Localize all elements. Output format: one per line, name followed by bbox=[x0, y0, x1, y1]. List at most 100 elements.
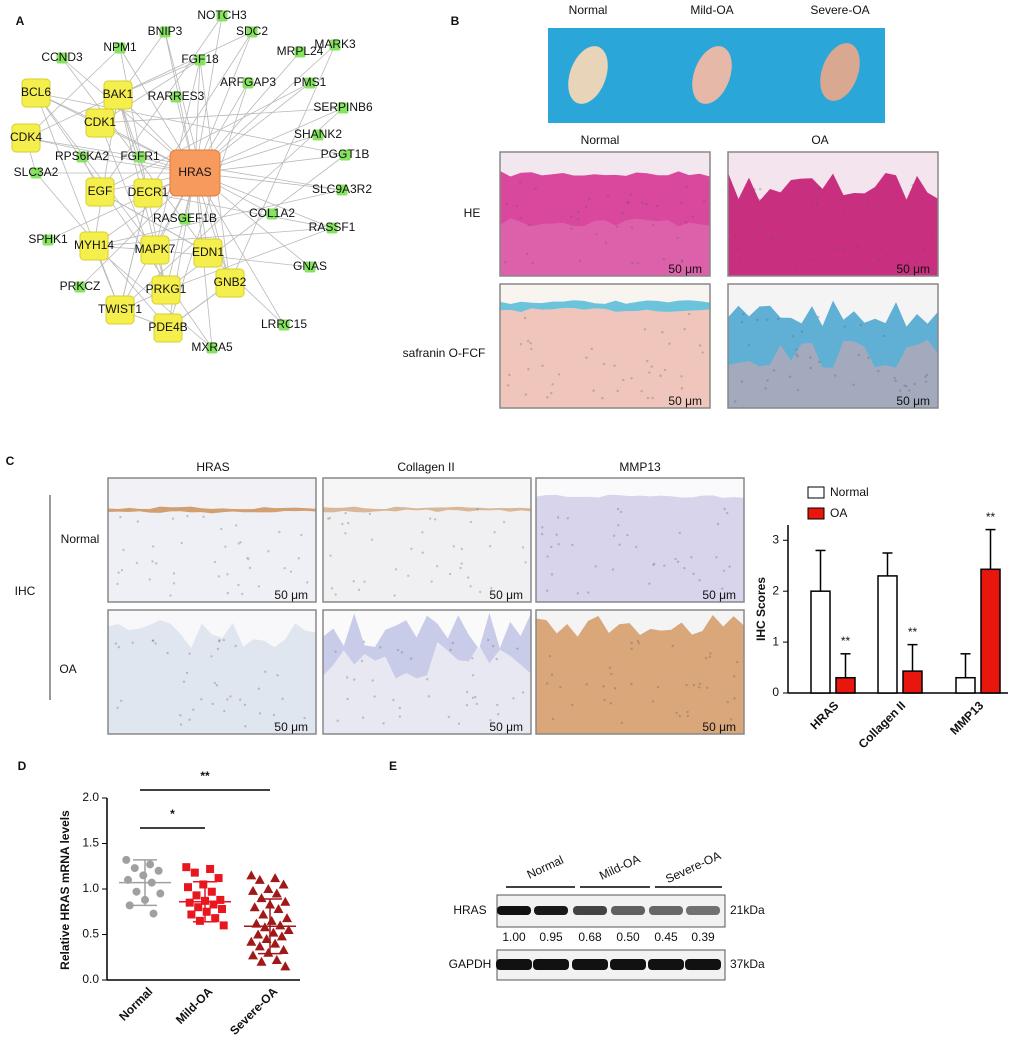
cell bbox=[680, 375, 683, 378]
cell bbox=[643, 328, 647, 331]
protein-label: GAPDH bbox=[449, 957, 492, 971]
edge bbox=[147, 192, 333, 229]
significance: ** bbox=[986, 510, 996, 524]
legend-swatch bbox=[807, 486, 825, 499]
cell bbox=[433, 518, 437, 521]
cell bbox=[519, 180, 522, 184]
node-label: COL1A2 bbox=[249, 206, 295, 220]
cell bbox=[471, 657, 474, 660]
network-node bbox=[242, 77, 254, 89]
edge bbox=[93, 189, 343, 247]
cell bbox=[619, 510, 623, 514]
cell bbox=[646, 359, 649, 363]
cell bbox=[407, 574, 410, 577]
cell bbox=[590, 347, 594, 350]
point bbox=[206, 864, 215, 873]
cell bbox=[886, 253, 889, 256]
point bbox=[207, 887, 216, 896]
point bbox=[270, 873, 281, 883]
cell bbox=[584, 205, 588, 209]
cell bbox=[258, 712, 262, 715]
tissue bbox=[108, 619, 316, 734]
band bbox=[611, 906, 645, 915]
cell bbox=[546, 555, 549, 558]
cell bbox=[474, 695, 477, 699]
cell bbox=[809, 366, 812, 370]
cell bbox=[840, 198, 843, 202]
protein-label: HRAS bbox=[453, 903, 486, 917]
cell bbox=[357, 588, 361, 592]
scale-bar: 50 μm bbox=[668, 262, 702, 276]
edge bbox=[154, 249, 311, 268]
cell bbox=[663, 564, 666, 567]
node-label: GNAS bbox=[293, 259, 327, 273]
cell bbox=[911, 184, 914, 187]
point bbox=[282, 913, 292, 923]
cell bbox=[703, 200, 706, 203]
cell bbox=[733, 697, 736, 700]
cell bbox=[238, 698, 242, 701]
cell bbox=[524, 393, 528, 396]
edge bbox=[35, 92, 121, 311]
point bbox=[149, 909, 158, 918]
cell bbox=[798, 244, 802, 248]
cell bbox=[530, 347, 533, 351]
cell bbox=[235, 524, 238, 527]
cell bbox=[347, 521, 350, 525]
cell bbox=[622, 378, 625, 382]
edge bbox=[117, 94, 149, 194]
node-label: SDC2 bbox=[236, 24, 268, 38]
point bbox=[190, 868, 199, 877]
cell bbox=[701, 351, 704, 354]
cell bbox=[576, 218, 580, 221]
cell bbox=[516, 647, 519, 650]
node-label: FGFR1 bbox=[120, 149, 160, 163]
cell bbox=[725, 511, 729, 515]
cell bbox=[460, 547, 464, 551]
cell bbox=[218, 639, 221, 642]
cell bbox=[246, 556, 249, 560]
cell bbox=[341, 522, 344, 526]
node-label: CDK1 bbox=[84, 115, 116, 129]
cell bbox=[136, 520, 140, 523]
bar bbox=[835, 676, 856, 694]
cell bbox=[753, 188, 756, 191]
tissue bbox=[323, 642, 531, 734]
cell bbox=[353, 678, 356, 681]
point bbox=[214, 874, 223, 883]
cell bbox=[877, 369, 880, 373]
network-node bbox=[304, 261, 316, 273]
node-label: RARRES3 bbox=[148, 89, 205, 103]
cell bbox=[182, 680, 186, 683]
node-label: PDE4B bbox=[148, 320, 187, 334]
cell bbox=[585, 356, 588, 359]
cell bbox=[273, 721, 277, 725]
group-label: Mild-OA bbox=[597, 852, 642, 883]
cell bbox=[616, 507, 620, 511]
network-node bbox=[159, 26, 171, 38]
cell bbox=[306, 581, 309, 584]
cell bbox=[736, 247, 740, 251]
point bbox=[283, 924, 294, 934]
cell bbox=[903, 384, 906, 387]
cell bbox=[352, 580, 355, 583]
network-node bbox=[11, 123, 41, 153]
cell bbox=[908, 389, 911, 392]
ihc-row: Normal bbox=[61, 532, 100, 546]
image-frame bbox=[107, 609, 317, 735]
edge bbox=[25, 47, 121, 139]
point bbox=[258, 909, 269, 919]
cell bbox=[652, 563, 655, 567]
y-tick-label: 1.5 bbox=[82, 836, 99, 850]
cell bbox=[685, 683, 688, 687]
cell bbox=[645, 202, 648, 206]
cell bbox=[740, 321, 744, 324]
cell bbox=[524, 561, 527, 564]
cell bbox=[621, 211, 624, 215]
cell bbox=[698, 344, 702, 347]
cell bbox=[471, 674, 475, 677]
histology-image bbox=[499, 283, 711, 409]
cell bbox=[217, 575, 221, 578]
cell bbox=[852, 244, 855, 247]
